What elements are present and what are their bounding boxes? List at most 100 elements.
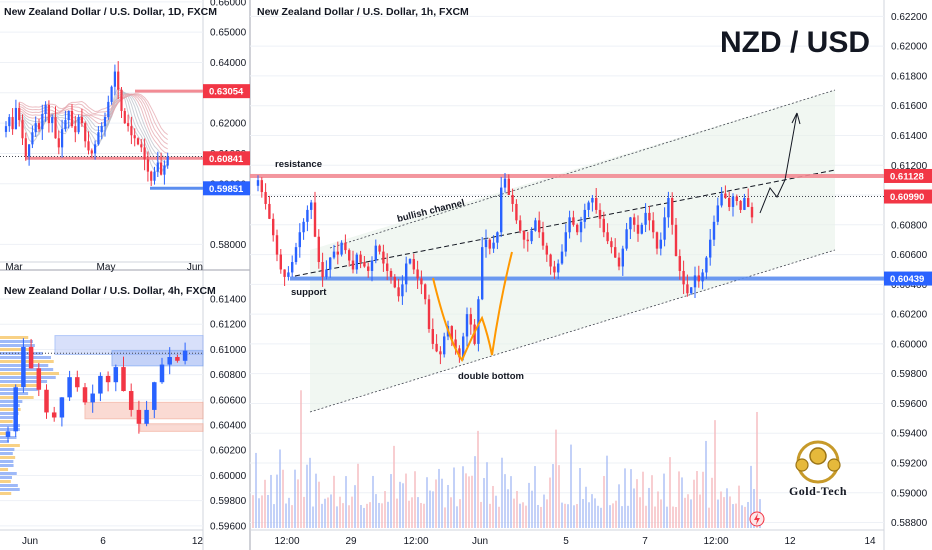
candle — [28, 346, 34, 369]
volume-bar — [252, 495, 254, 528]
volume-profile-bar — [0, 432, 10, 435]
price-tag-label: 0.60990 — [890, 192, 924, 203]
candle — [256, 180, 260, 186]
candle — [481, 247, 484, 300]
volume-profile-bar — [0, 464, 14, 467]
candle — [306, 209, 309, 222]
volume-profile-bar — [0, 412, 19, 415]
candle — [44, 104, 47, 115]
volume-bar — [327, 497, 329, 528]
panel-title-4h: New Zealand Dollar / U.S. Dollar, 4h, FX… — [4, 285, 216, 297]
y-tick-label: 0.60600 — [210, 395, 247, 406]
volume-bar — [279, 449, 281, 528]
candle — [370, 260, 374, 271]
volume-bar — [669, 457, 671, 528]
candle — [94, 144, 97, 154]
candle — [549, 254, 552, 267]
volume-bar — [513, 498, 515, 528]
candle — [625, 229, 628, 249]
candle — [389, 270, 393, 277]
volume-bar — [405, 473, 407, 528]
candle — [659, 239, 662, 249]
candle — [431, 329, 434, 344]
ma-line — [19, 93, 169, 135]
candle — [427, 299, 431, 330]
price-tag-label: 0.63054 — [209, 87, 244, 98]
candle — [477, 299, 480, 344]
y-tick-label: 0.59400 — [891, 429, 928, 440]
ma-line — [19, 93, 168, 154]
volume-bar — [651, 475, 653, 528]
volume-bar — [303, 496, 305, 528]
y-tick-label: 0.61200 — [891, 161, 928, 172]
candle — [397, 287, 400, 297]
price-tag-label: 0.60841 — [209, 154, 244, 165]
candle — [591, 198, 594, 203]
candle — [36, 368, 42, 390]
volume-bar — [585, 486, 587, 528]
candle — [283, 269, 286, 277]
candle — [393, 276, 396, 288]
volume-bar — [672, 506, 674, 528]
volume-bar — [381, 503, 383, 528]
x-tick-label: Jun — [472, 536, 488, 547]
x-tick-label: Jun — [22, 536, 38, 547]
volume-bar — [339, 496, 341, 528]
candle — [21, 120, 24, 139]
candle — [606, 232, 609, 242]
volume-bar — [348, 505, 350, 528]
volume-bar — [369, 502, 371, 528]
candle — [11, 117, 14, 130]
volume-bar — [528, 482, 530, 528]
y-tick-label: 0.58800 — [891, 518, 928, 529]
logo-coin — [809, 447, 827, 465]
candle — [674, 224, 678, 257]
candle — [545, 245, 548, 255]
candle — [159, 364, 165, 383]
volume-bar — [705, 440, 707, 528]
volume-bar — [324, 498, 326, 528]
volume-bar — [633, 488, 635, 528]
volume-bar — [297, 479, 299, 528]
candle — [728, 198, 731, 207]
volume-bar — [459, 499, 461, 528]
candle — [640, 224, 643, 234]
volume-bar — [255, 452, 257, 528]
volume-bar — [336, 506, 338, 528]
candle — [344, 242, 347, 251]
volume-profile-bar — [0, 336, 29, 339]
candle — [450, 326, 453, 340]
volume-bar — [726, 488, 728, 528]
volume-bar — [564, 503, 566, 528]
volume-bar — [471, 475, 473, 528]
channel-mid-line — [294, 169, 836, 277]
volume-bar — [330, 494, 332, 528]
volume-bar — [522, 502, 524, 528]
logo-coin — [795, 458, 809, 472]
volume-bar — [663, 473, 665, 528]
volume-bar — [345, 476, 347, 528]
volume-bar — [354, 485, 356, 528]
candle — [13, 387, 18, 432]
volume-bar — [417, 497, 419, 528]
volume-bar — [477, 430, 479, 528]
price-tag-label: 0.61128 — [890, 171, 924, 182]
candle — [511, 195, 514, 204]
ma-line — [19, 93, 168, 150]
symbol-heading: NZD / USD — [720, 26, 870, 59]
volume-bar — [318, 481, 320, 528]
projection-path — [759, 112, 798, 214]
candle — [64, 120, 67, 130]
candle — [82, 387, 88, 403]
volume-bar — [285, 503, 287, 528]
volume-bar — [693, 479, 695, 528]
candle — [302, 221, 305, 233]
y-tick-label: 0.60000 — [891, 339, 928, 350]
candle — [667, 198, 670, 218]
volume-bar — [654, 506, 656, 528]
volume-bar — [309, 457, 311, 528]
candle — [629, 217, 632, 230]
candle — [5, 431, 11, 437]
candle — [621, 248, 624, 267]
volume-bar — [450, 497, 452, 528]
